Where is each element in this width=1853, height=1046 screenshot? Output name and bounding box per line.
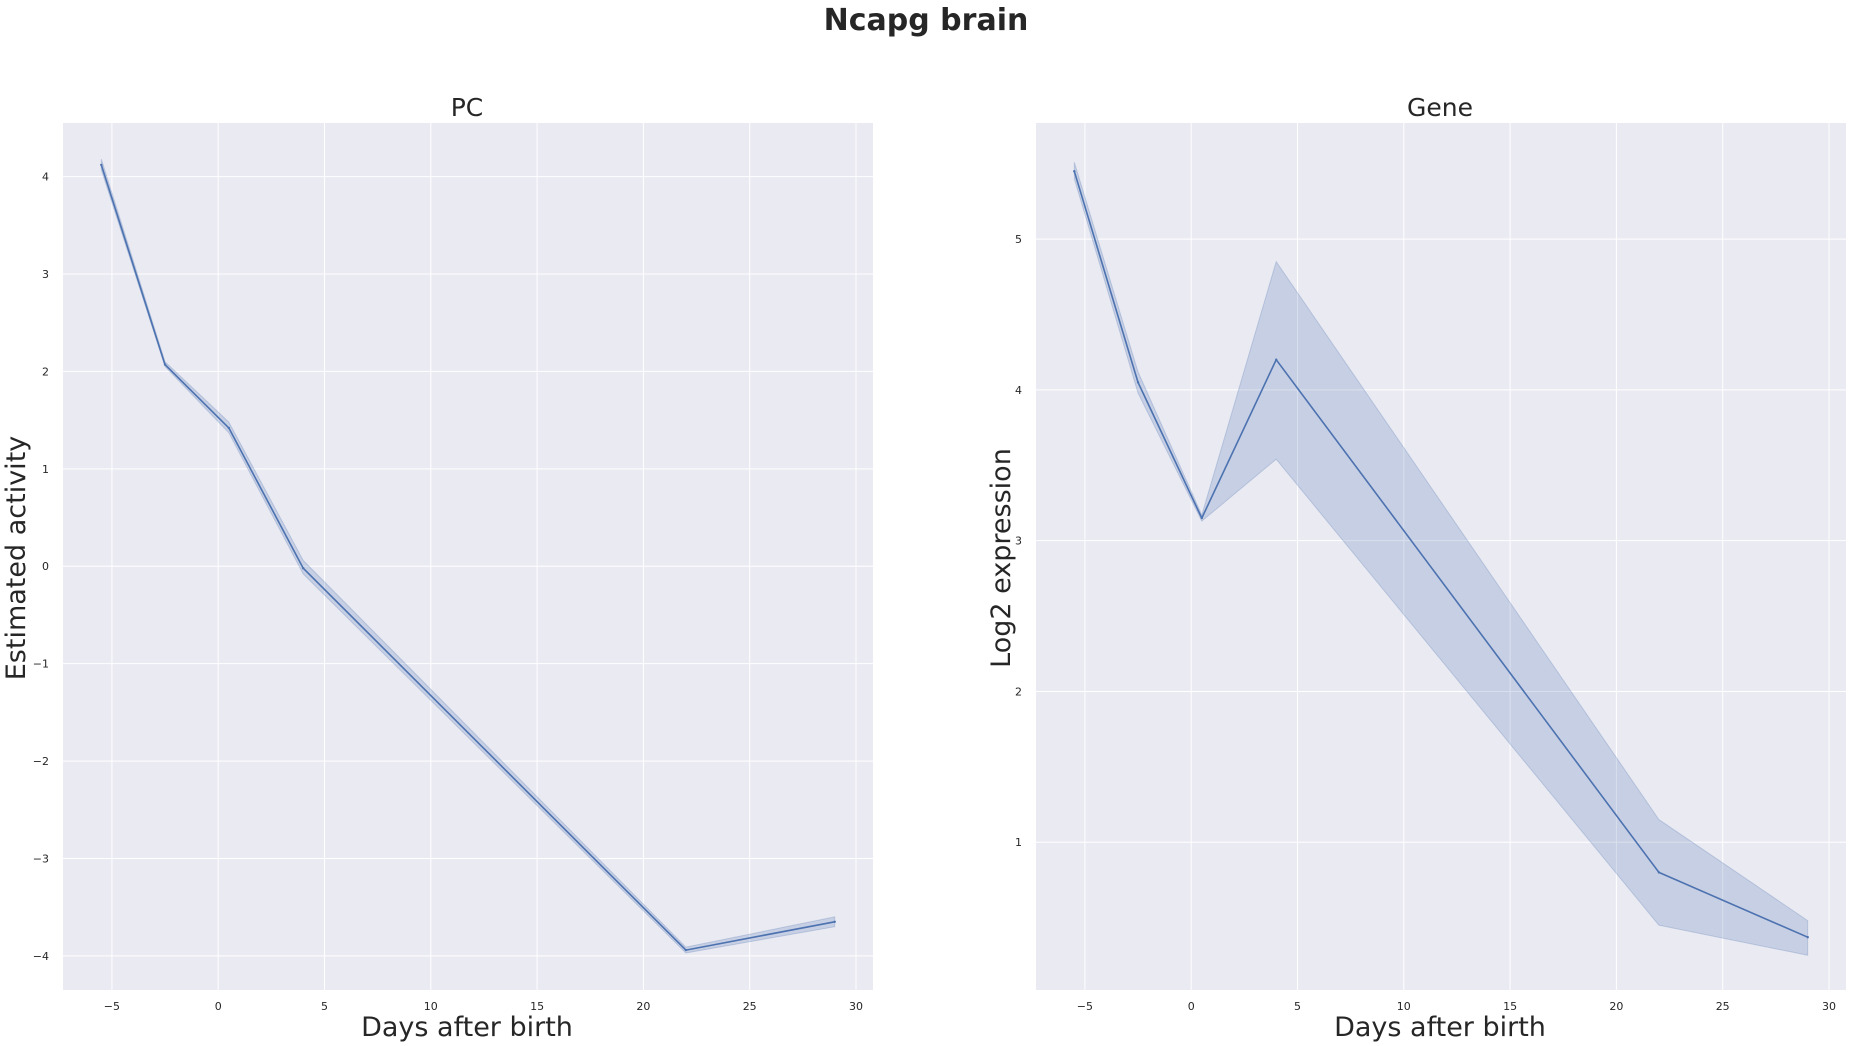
- gene-x-tick-label: −5: [1077, 1000, 1093, 1013]
- gene-y-tick-label: 2: [1015, 685, 1022, 698]
- gene-series-line: [1073, 171, 1809, 938]
- pc-x-tick-label: 5: [321, 1000, 328, 1013]
- pc-y-tick-label: −3: [33, 852, 49, 865]
- gene-x-tick-label: 15: [1503, 1000, 1517, 1013]
- pc-y-tick-label: 1: [42, 463, 49, 476]
- pc-confidence-band: [100, 158, 836, 954]
- pc-data-point: [227, 426, 231, 430]
- gene-panel: −5 0 5 10 15 20 25 30 1 2 3 4 5 Gene Days after birt…: [986, 93, 1846, 1043]
- pc-y-tick-label: 2: [42, 365, 49, 378]
- gene-y-tick-label: 3: [1015, 535, 1022, 548]
- gene-data-point: [1275, 358, 1278, 361]
- pc-y-tick-label: −4: [33, 950, 49, 963]
- gene-confidence-band: [1073, 162, 1809, 956]
- pc-y-axis-label: Estimated activity: [1, 436, 32, 681]
- pc-y-tick-label: −2: [33, 755, 49, 768]
- gene-data-point: [1136, 381, 1140, 384]
- pc-x-tick-label: −5: [104, 1000, 120, 1013]
- pc-x-tick-label: 10: [424, 1000, 438, 1013]
- pc-y-tick-label: 3: [42, 268, 49, 281]
- pc-x-tick-label: 25: [743, 1000, 757, 1013]
- pc-data-point: [302, 566, 305, 570]
- gene-x-tick-label: 5: [1294, 1000, 1301, 1013]
- gene-x-tick-label: 20: [1609, 1000, 1623, 1013]
- pc-x-tick-label: 30: [849, 1000, 863, 1013]
- pc-y-tick-label: 0: [42, 560, 49, 573]
- pc-panel-title: PC: [451, 93, 484, 122]
- gene-x-tick-label: 10: [1397, 1000, 1411, 1013]
- pc-y-tick-label: −1: [33, 658, 49, 671]
- pc-series-line: [100, 164, 835, 951]
- gene-data-point: [1806, 936, 1809, 939]
- figure-title: Ncapg brain: [824, 3, 1029, 38]
- gene-plot-background: [1036, 123, 1846, 990]
- pc-x-axis-label: Days after birth: [361, 1012, 573, 1043]
- pc-x-tick-label: 20: [636, 1000, 650, 1013]
- gene-y-axis-label: Log2 expression: [986, 448, 1017, 668]
- gene-x-axis-label: Days after birth: [1334, 1012, 1546, 1043]
- gene-y-tick-label: 5: [1015, 233, 1022, 246]
- gene-y-tick-label: 4: [1015, 384, 1022, 397]
- pc-plot-area: −5 0 5 10 15 20 25 30 −4 −3 −2 −1 0 1 2 3 4: [33, 123, 873, 1013]
- gene-x-tick-label: 25: [1716, 1000, 1730, 1013]
- pc-x-tick-label: 15: [530, 1000, 544, 1013]
- pc-data-point: [833, 920, 836, 924]
- gene-data-point: [1657, 871, 1661, 874]
- pc-data-point: [684, 948, 688, 952]
- gene-panel-title: Gene: [1407, 93, 1473, 122]
- pc-data-point: [100, 163, 103, 167]
- pc-data-point: [163, 363, 167, 366]
- pc-x-tick-label: 0: [215, 1000, 222, 1013]
- gene-plot-area: −5 0 5 10 15 20 25 30 1 2 3 4 5: [1015, 123, 1846, 1013]
- gene-y-tick-label: 1: [1015, 836, 1022, 849]
- pc-panel: −5 0 5 10 15 20 25 30 −4 −3 −2 −1 0 1 2 3 4 PC Days afte…: [1, 93, 873, 1043]
- pc-plot-background: [63, 123, 873, 990]
- pc-y-tick-label: 4: [42, 171, 49, 184]
- gene-data-point: [1200, 516, 1204, 520]
- gene-data-point: [1073, 170, 1076, 173]
- gene-x-tick-label: 0: [1188, 1000, 1195, 1013]
- gene-x-tick-label: 30: [1822, 1000, 1836, 1013]
